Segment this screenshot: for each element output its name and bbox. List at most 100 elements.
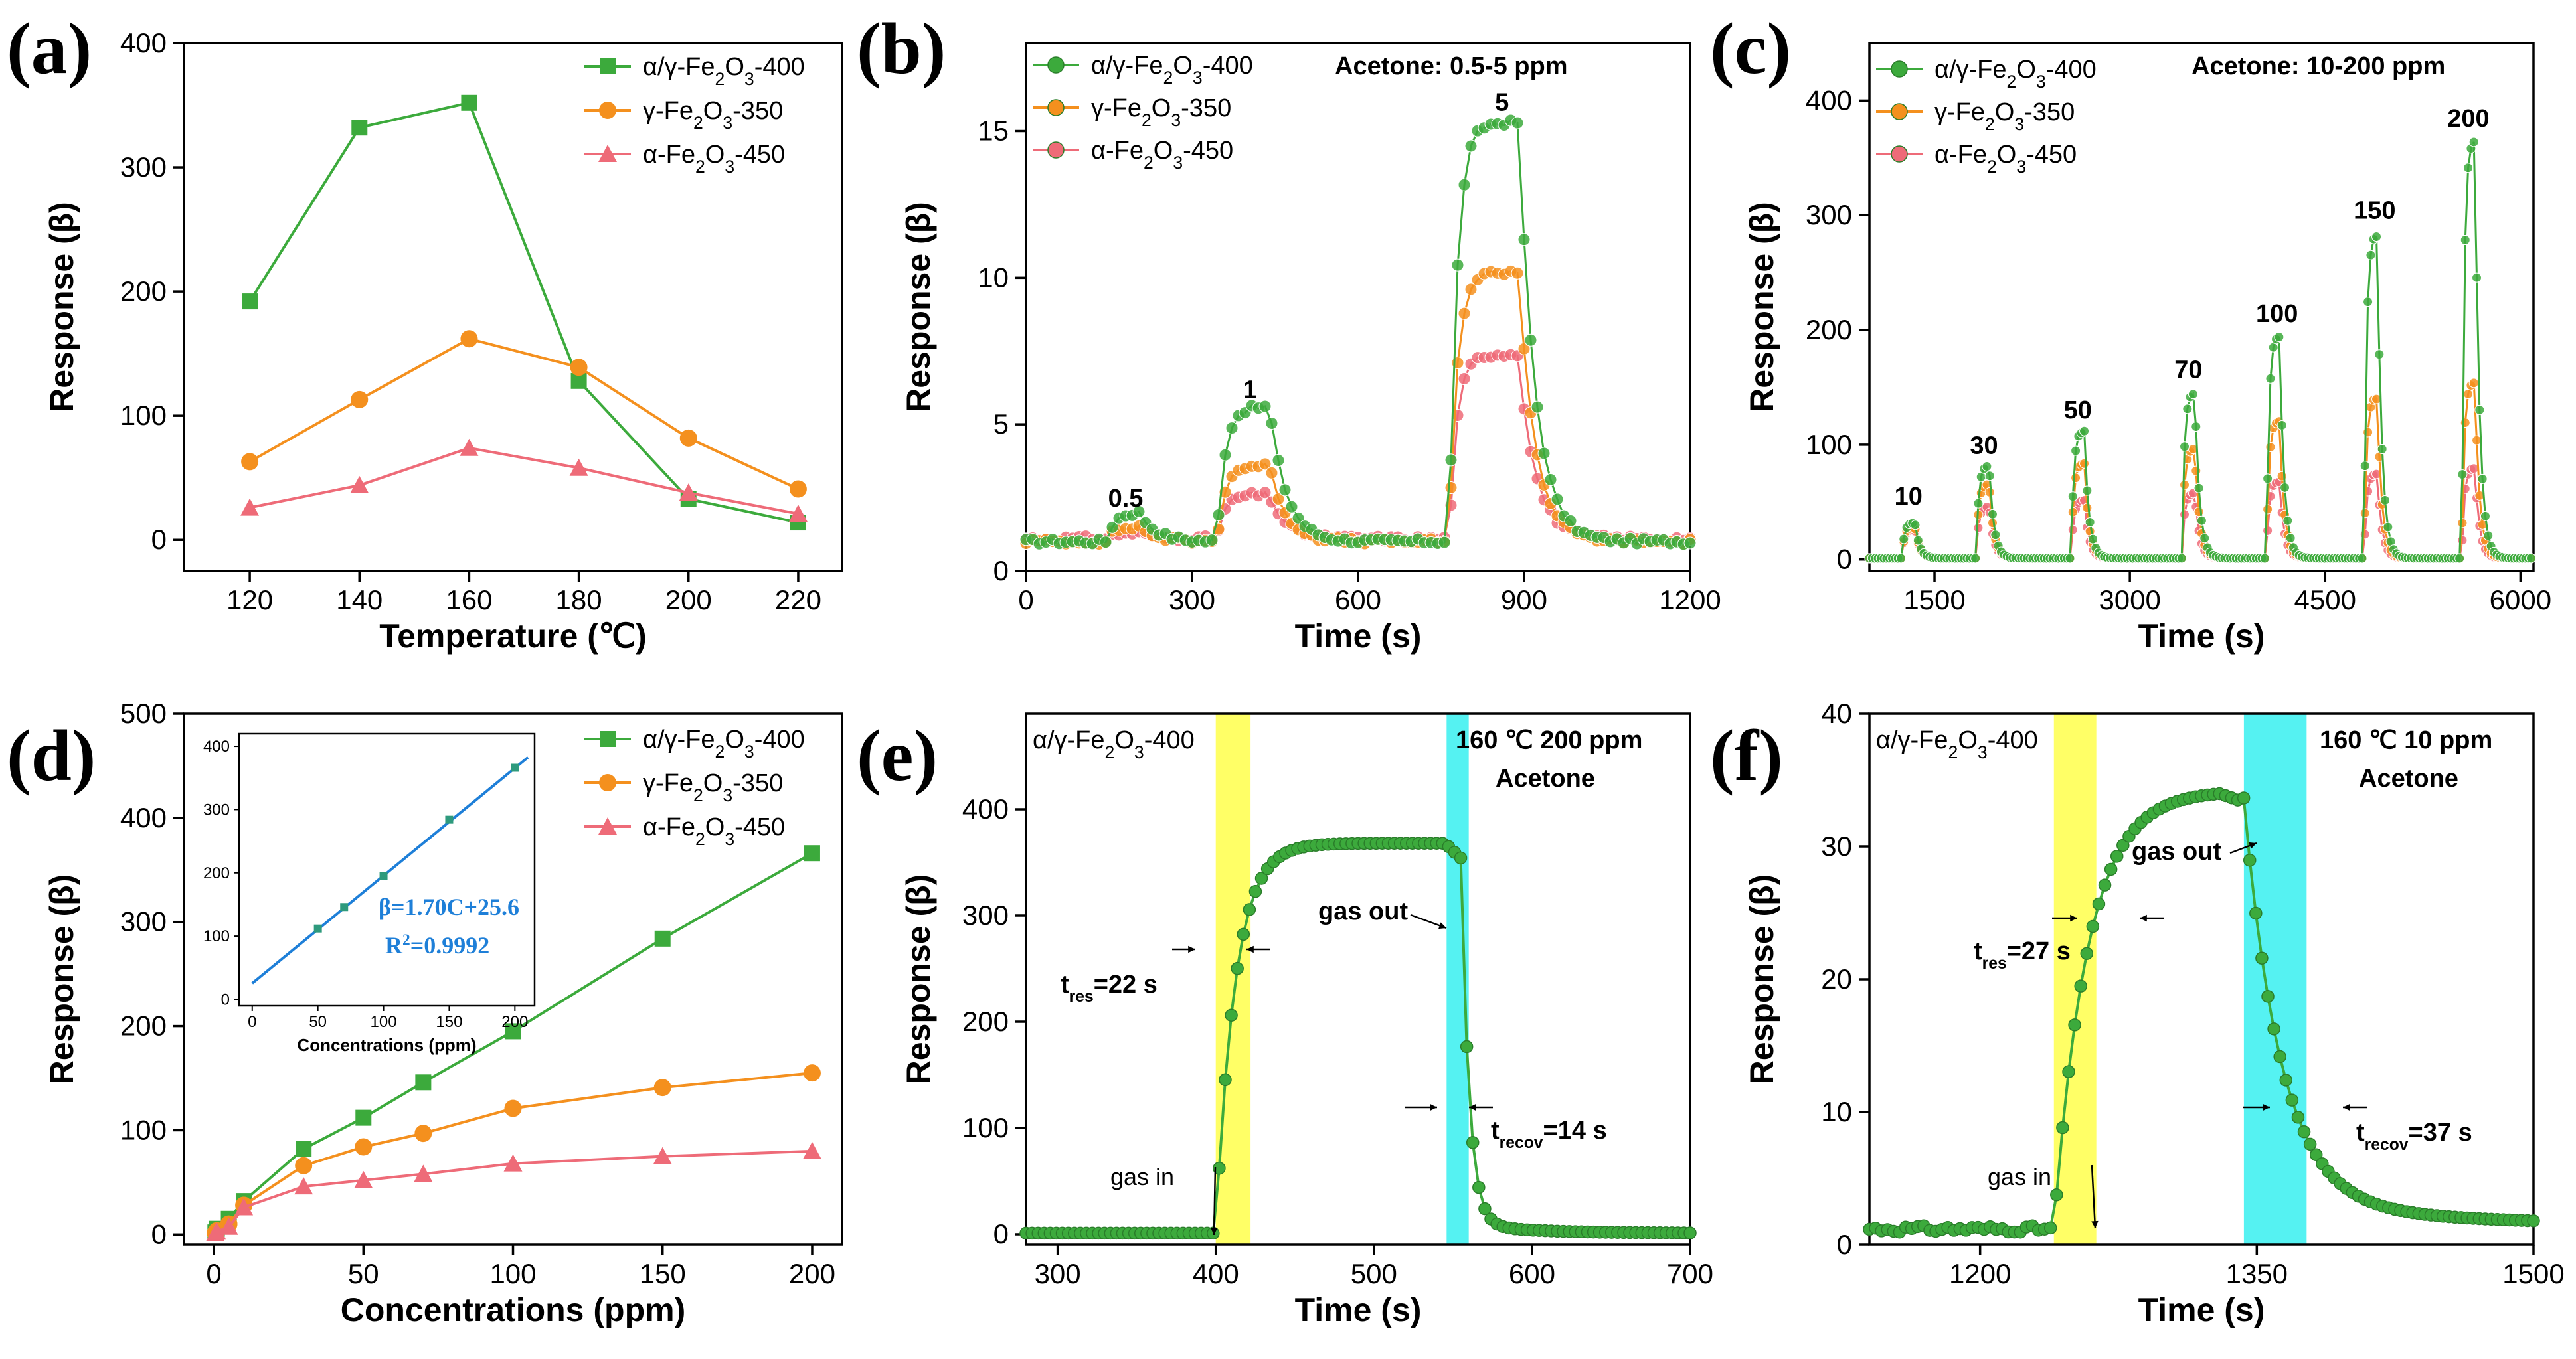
data-point: [2365, 250, 2376, 260]
text-span: -350: [732, 769, 783, 797]
data-point: [1524, 333, 1537, 347]
text-span: 2: [1948, 742, 1958, 762]
data-point: [1984, 471, 1995, 481]
fit-line: [251, 756, 529, 985]
data-point: [1970, 553, 1981, 564]
panel-label: (e): [857, 715, 938, 796]
y-tick-label: 500: [120, 698, 167, 729]
y-tick-label: 300: [1806, 199, 1852, 230]
data-point: [2454, 553, 2465, 564]
recovery-time-band: [2243, 714, 2307, 1245]
text-span: 2: [715, 742, 725, 761]
sample-label: α/γ-Fe2O3-400: [1876, 726, 2038, 762]
arrow-head: [1438, 922, 1446, 929]
text-span: O: [1997, 141, 2017, 169]
recovery-time-label: trecov=37 s: [2356, 1119, 2472, 1154]
panel-e: 300 400 500 600 700 0 100 200 300 400 Time (s) Resp…: [857, 712, 1713, 1328]
text-span: 2: [695, 829, 705, 849]
y-tick-label: 200: [1806, 314, 1852, 345]
text-span: γ-Fe: [643, 97, 693, 125]
legend-label-a: α/γ-Fe2O3-400: [1091, 52, 1253, 88]
x-tick-label: 600: [1509, 1258, 1555, 1289]
inset-fit-plot: 0 50 100 150 200 0 100 200 300 400 Concentrations …: [203, 732, 536, 1055]
data-point: [2285, 1093, 2299, 1107]
text-span: 2: [1163, 68, 1173, 88]
gas-out-label: gas out: [2132, 838, 2221, 866]
data-point: [1219, 448, 1232, 461]
text-span: 3: [1193, 68, 1203, 88]
arrow-head: [2249, 842, 2257, 849]
data-point: [2463, 163, 2474, 173]
text-span: α/γ-Fe: [643, 53, 715, 81]
text-span: -400: [754, 726, 805, 754]
x-tick-label: 160: [446, 584, 492, 615]
data-point: [1225, 1008, 1238, 1022]
data-point: [2263, 473, 2273, 484]
text-span: 3: [2014, 114, 2024, 134]
text-span: α/γ-Fe: [1934, 56, 2007, 84]
pointer-arrow: [1213, 1166, 1217, 1236]
legend-label-g: γ-Fe2O3-350: [643, 769, 783, 805]
data-point: [1213, 1162, 1226, 1175]
panel-label: (c): [1710, 8, 1791, 89]
trec-value: =14 s: [1543, 1117, 1607, 1145]
text-span: 3: [1173, 153, 1183, 173]
inset-x-tick-label: 100: [371, 1013, 397, 1031]
data-point: [415, 1074, 432, 1091]
text-span: 3: [744, 69, 754, 89]
y-tick-label: 20: [1821, 963, 1852, 995]
data-point: [653, 1079, 671, 1097]
x-tick-label: 0: [1018, 584, 1033, 615]
data-point: [1913, 535, 1923, 546]
data-point: [1511, 116, 1524, 129]
text-span: α-Fe: [1934, 141, 1987, 169]
y-tick-label: 200: [120, 276, 167, 307]
panel-a: 120 140 160 180 200 220 0 100 200 300 400 Temperatu…: [7, 8, 843, 655]
data-point: [240, 498, 260, 516]
x-axis-label: Time (s): [2138, 1291, 2265, 1328]
data-point: [355, 1138, 373, 1156]
data-point: [1219, 1073, 1232, 1087]
pulse-label: 5: [1495, 89, 1509, 117]
data-point: [1517, 342, 1531, 355]
legend-marker: [598, 817, 617, 835]
text-span: 2: [2007, 72, 2017, 92]
text-span: 3: [1978, 742, 1988, 762]
data-point: [505, 1023, 521, 1040]
data-point: [1258, 400, 1272, 413]
text-span: 2: [715, 69, 725, 89]
data-point: [2297, 1125, 2311, 1139]
data-point: [2261, 990, 2275, 1003]
data-point: [1458, 178, 1471, 191]
data-point: [2374, 349, 2385, 360]
text-span: O: [1114, 726, 1134, 754]
arrow-head: [2140, 914, 2147, 922]
data-point: [1237, 927, 1250, 941]
text-span: 3: [723, 113, 732, 133]
y-tick-label: 400: [962, 793, 1009, 825]
tres-value: =22 s: [1094, 971, 1158, 999]
data-point: [460, 438, 479, 456]
data-point: [654, 930, 671, 947]
data-point: [1460, 1040, 1474, 1054]
text-span: O: [2016, 56, 2036, 84]
legend-marker: [1047, 56, 1065, 74]
text-span: O: [725, 53, 744, 81]
legend-label-g: γ-Fe2O3-350: [643, 97, 783, 133]
y-tick-label: 400: [1806, 84, 1852, 116]
x-tick-label: 3000: [2099, 584, 2160, 615]
y-axis-label: Response (β): [900, 202, 937, 412]
x-tick-label: 1500: [1903, 584, 1965, 615]
data-point: [679, 429, 697, 447]
x-tick-label: 220: [775, 584, 821, 615]
inset-x-axis-label: Concentrations (ppm): [297, 1035, 476, 1055]
data-point: [460, 330, 478, 348]
text-span: 3: [725, 157, 734, 177]
series-line: [249, 446, 799, 515]
plot-frame: [1025, 712, 1691, 1246]
data-point: [1683, 1226, 1697, 1239]
legend-marker: [599, 774, 616, 791]
data-point: [296, 1141, 312, 1157]
x-axis-label: Time (s): [1295, 617, 1422, 655]
x-tick-label: 400: [1193, 1258, 1239, 1289]
